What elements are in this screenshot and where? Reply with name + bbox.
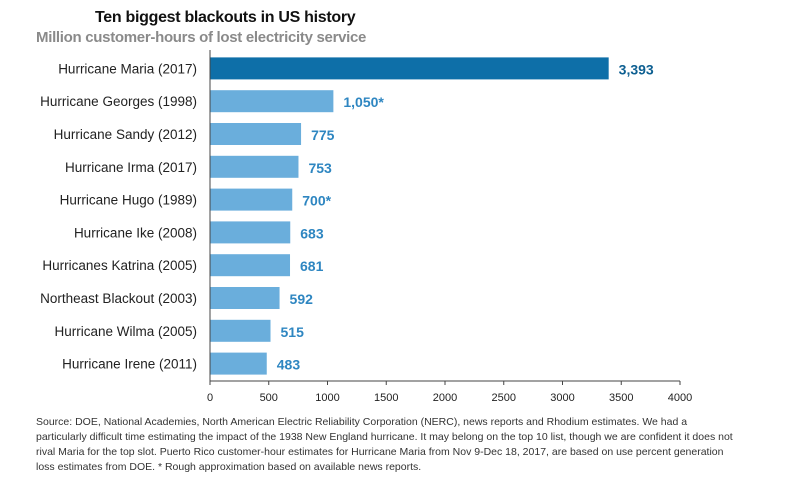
data-label: 592 — [290, 291, 314, 307]
x-tick-label: 3500 — [609, 392, 633, 404]
category-label: Hurricane Ike (2008) — [74, 225, 197, 240]
data-label: 3,393 — [619, 61, 654, 77]
bar — [210, 319, 271, 342]
data-label: 700* — [302, 193, 331, 209]
bar — [210, 90, 334, 113]
chart-subtitle: Million customer-hours of lost electrici… — [36, 29, 367, 46]
data-label: 515 — [281, 324, 305, 340]
bar — [210, 57, 609, 80]
x-tick-label: 4000 — [668, 392, 692, 404]
data-label: 483 — [277, 357, 301, 373]
bar — [210, 221, 291, 244]
x-tick-label: 500 — [260, 392, 278, 404]
bar — [210, 254, 291, 277]
category-label: Hurricanes Katrina (2005) — [42, 258, 197, 273]
bar — [210, 352, 267, 375]
category-label: Hurricane Hugo (1989) — [60, 193, 197, 208]
data-label: 683 — [300, 225, 324, 241]
bar — [210, 287, 280, 309]
data-label: 681 — [300, 258, 324, 274]
x-tick-label: 1000 — [315, 392, 339, 404]
chart-title: Ten biggest blackouts in US history — [95, 9, 356, 26]
bar-chart: Hurricane Maria (2017) 3,393 Hurricane Geo… — [40, 50, 692, 404]
x-tick-label: 2000 — [433, 392, 457, 404]
data-label: 775 — [311, 127, 335, 143]
category-label: Hurricane Wilma (2005) — [54, 324, 197, 339]
x-tick-label: 3000 — [550, 392, 574, 404]
bar — [210, 188, 293, 211]
x-tick-label: 1500 — [374, 392, 398, 404]
source-note: Source: DOE, National Academies, North A… — [36, 416, 733, 473]
bar — [210, 155, 299, 178]
bar — [210, 123, 302, 145]
category-label: Northeast Blackout (2003) — [40, 291, 197, 306]
category-label: Hurricane Maria (2017) — [58, 61, 197, 76]
x-tick-label: 2500 — [492, 392, 516, 404]
category-label: Hurricane Irene (2011) — [62, 357, 197, 372]
category-label: Hurricane Georges (1998) — [40, 94, 197, 109]
x-tick-label: 0 — [207, 392, 213, 404]
category-label: Hurricane Sandy (2012) — [54, 127, 197, 142]
category-label: Hurricane Irma (2017) — [65, 160, 197, 175]
data-label: 1,050* — [343, 94, 384, 110]
data-label: 753 — [308, 160, 332, 176]
